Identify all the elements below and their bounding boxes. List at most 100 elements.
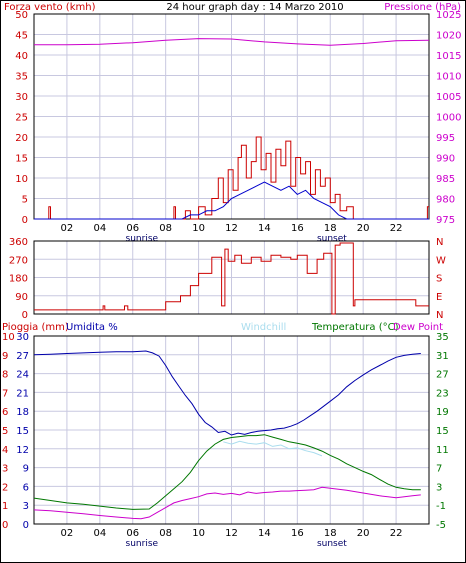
- x-tick-label: 08: [159, 223, 172, 234]
- rain-tick-label: 8: [2, 370, 8, 381]
- temperature-tick-label: 11: [436, 445, 449, 456]
- wind-axis-label: Forza vento (kmh): [4, 2, 96, 13]
- direction-tick-label: 270: [9, 255, 28, 266]
- wind-speed-line: [34, 136, 429, 220]
- sunrise-label: sunrise: [126, 234, 159, 244]
- humidity-tick-label: 30: [16, 332, 29, 343]
- pressure-tick-label: 1005: [436, 92, 461, 103]
- rain-tick-label: 5: [2, 426, 8, 437]
- temperature-tick-label: 19: [436, 407, 449, 418]
- x-tick-label: 10: [192, 528, 205, 539]
- pressure-tick-label: 1000: [436, 113, 461, 124]
- rain-tick-label: 6: [2, 407, 8, 418]
- x-tick-label: 02: [61, 528, 74, 539]
- x-tick-label: 10: [192, 223, 205, 234]
- temperature-tick-label: 31: [436, 351, 449, 362]
- rain-tick-label: 4: [2, 445, 8, 456]
- x-tick-label: 04: [93, 528, 106, 539]
- pressure-line: [34, 38, 430, 46]
- temperature-line: [33, 434, 421, 510]
- rain-tick-label: 2: [2, 482, 8, 493]
- rain-tick-label: 7: [2, 388, 8, 399]
- x-tick-label: 18: [324, 223, 337, 234]
- pressure-tick-label: 1025: [436, 10, 461, 21]
- humidity-line: [33, 350, 421, 436]
- pressure-axis-label: Pressione (hPa): [384, 2, 461, 13]
- temperature-tick-label: 27: [436, 370, 449, 381]
- temperature-tick-label: 23: [436, 388, 449, 399]
- pressure-tick-label: 990: [436, 154, 455, 165]
- x-tick-label: 12: [225, 528, 238, 539]
- x-tick-label: 08: [159, 528, 172, 539]
- compass-tick-label: N: [436, 310, 443, 321]
- x-tick-label: 06: [126, 528, 139, 539]
- dewpoint-axis-label: Dew Point: [393, 322, 443, 333]
- rain-tick-label: 9: [2, 351, 8, 362]
- compass-tick-label: W: [436, 255, 446, 266]
- humidity-tick-label: 12: [16, 445, 29, 456]
- wind-tick-label: 40: [15, 51, 28, 62]
- humidity-tick-label: 9: [23, 464, 29, 475]
- humidity-tick-label: 15: [16, 426, 29, 437]
- dewpoint-line: [33, 486, 421, 520]
- panel-frame-2-top: [33, 240, 430, 315]
- compass-tick-label: S: [436, 274, 442, 285]
- pressure-tick-label: 1015: [436, 51, 461, 62]
- pressure-tick-label: 1020: [436, 31, 461, 42]
- compass-tick-label: N: [436, 237, 443, 248]
- x-tick-label: 16: [291, 528, 304, 539]
- x-tick-label: 14: [258, 528, 271, 539]
- wind-tick-label: 20: [15, 133, 28, 144]
- x-tick-label: 04: [93, 223, 106, 234]
- humidity-tick-label: 21: [16, 388, 29, 399]
- x-tick-label: 12: [225, 223, 238, 234]
- humidity-axis-label: Umidita %: [66, 322, 118, 333]
- temperature-tick-label: -5: [436, 520, 446, 531]
- x-tick-label: 20: [357, 528, 370, 539]
- x-tick-label: 22: [390, 528, 403, 539]
- chart-title: 24 hour graph day : 14 Marzo 2010: [166, 2, 343, 13]
- rain-tick-label: 10: [2, 332, 15, 343]
- sunset-label: sunset: [317, 539, 347, 549]
- compass-tick-label: E: [436, 292, 442, 303]
- pressure-tick-label: 995: [436, 133, 455, 144]
- temperature-tick-label: 35: [436, 332, 449, 343]
- pressure-tick-label: 985: [436, 174, 455, 185]
- direction-tick-label: 90: [15, 292, 28, 303]
- direction-tick-label: 180: [9, 274, 28, 285]
- wind-tick-label: 50: [15, 10, 28, 21]
- rain-axis-label: Pioggia (mm): [2, 322, 69, 333]
- temperature-tick-label: 3: [436, 482, 442, 493]
- x-tick-label: 22: [390, 223, 403, 234]
- x-tick-label: 18: [324, 528, 337, 539]
- humidity-tick-label: 18: [16, 407, 29, 418]
- x-tick-label: 06: [126, 223, 139, 234]
- wind-tick-label: 10: [15, 174, 28, 185]
- temperature-tick-label: 15: [436, 426, 449, 437]
- direction-tick-label: 0: [22, 310, 28, 321]
- humidity-tick-label: 24: [16, 370, 29, 381]
- wind-tick-label: 30: [15, 92, 28, 103]
- pressure-tick-label: 1010: [436, 72, 461, 83]
- humidity-tick-label: 6: [23, 482, 29, 493]
- x-tick-label: 16: [291, 223, 304, 234]
- pressure-tick-label: 975: [436, 215, 455, 226]
- temperature-axis-label: Temperatura (°C): [311, 322, 399, 333]
- wind-tick-label: 45: [15, 31, 28, 42]
- rain-tick-label: 1: [2, 501, 8, 512]
- humidity-tick-label: 27: [16, 351, 29, 362]
- windchill-line: [223, 440, 323, 457]
- wind-tick-label: 0: [22, 215, 28, 226]
- wind-tick-label: 35: [15, 72, 28, 83]
- x-tick-label: 20: [357, 223, 370, 234]
- sunrise-label: sunrise: [126, 539, 159, 549]
- temperature-tick-label: -1: [436, 501, 446, 512]
- rain-tick-label: 0: [2, 520, 8, 531]
- panel-frame-1-top: [33, 13, 430, 220]
- wind-tick-label: 5: [22, 195, 28, 206]
- x-tick-label: 14: [258, 223, 271, 234]
- wind-gust-line: [34, 181, 429, 220]
- humidity-tick-label: 0: [23, 520, 29, 531]
